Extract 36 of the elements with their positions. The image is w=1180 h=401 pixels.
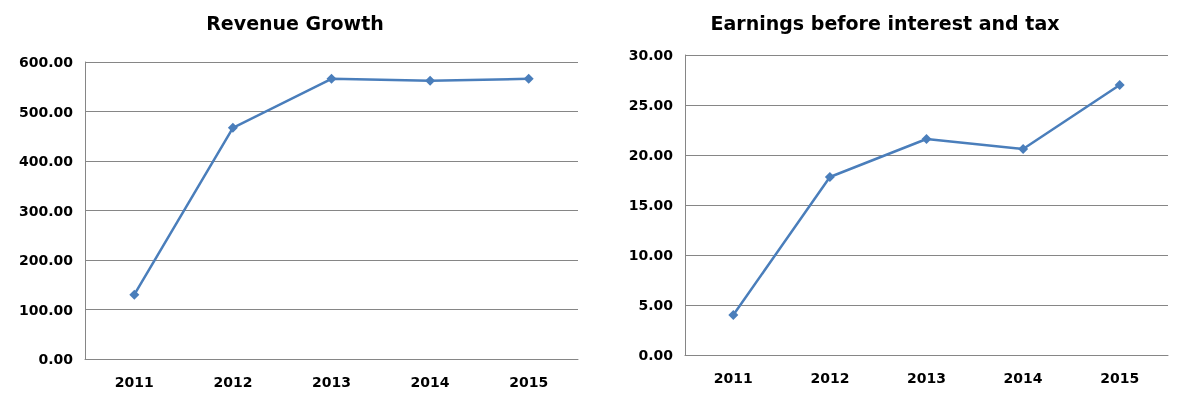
point [227, 122, 238, 133]
point [1114, 80, 1125, 90]
x-tick-label: 2015 [1100, 370, 1140, 386]
chart-title: Revenue Growth [206, 11, 384, 34]
y-tick-label: 15.00 [628, 197, 674, 213]
x-tick-label: 2013 [907, 370, 946, 386]
chart-title: Earnings before interest and tax [710, 11, 1060, 34]
x-tick-label: 2012 [810, 370, 850, 386]
y-tick-label: 300.00 [18, 202, 74, 219]
x-tick-label: 2013 [312, 374, 351, 390]
point [1018, 144, 1029, 154]
x-tick-label: 2012 [213, 374, 253, 390]
point [129, 289, 140, 300]
x-tick-label: 2011 [713, 370, 753, 386]
y-tick-label: 100.00 [18, 301, 74, 318]
y-tick-label: 600.00 [18, 54, 74, 70]
y-tick-label: 30.00 [628, 47, 674, 63]
y-tick-label: 5.00 [638, 297, 674, 313]
point [728, 310, 739, 320]
y-tick-label: 0.00 [38, 351, 74, 367]
x-tick-label: 2011 [114, 374, 154, 390]
y-tick-label: 400.00 [18, 153, 74, 169]
x-tick-label: 2014 [410, 374, 450, 390]
point [523, 73, 534, 84]
y-tick-label: 25.00 [628, 97, 674, 113]
x-tick-label: 2015 [509, 374, 549, 390]
point [425, 75, 436, 86]
y-tick-label: 200.00 [18, 252, 74, 268]
y-tick-label: 0.00 [638, 347, 674, 363]
point [921, 134, 932, 144]
y-tick-label: 500.00 [18, 103, 74, 120]
point [824, 172, 835, 182]
y-tick-label: 20.00 [628, 147, 674, 163]
point [326, 73, 337, 84]
x-tick-label: 2014 [1003, 370, 1043, 386]
y-tick-label: 10.00 [628, 247, 674, 263]
